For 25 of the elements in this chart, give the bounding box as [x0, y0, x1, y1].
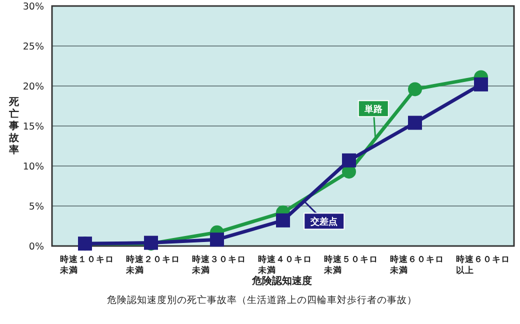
legend-label: 交差点	[310, 216, 338, 228]
y-tick-label: 10%	[22, 162, 44, 172]
y-tick-label: 5%	[28, 202, 44, 212]
point	[408, 82, 422, 96]
x-tick-label: 時速４０キロ未満	[257, 254, 312, 276]
y-tick-label: 30%	[22, 2, 44, 12]
point	[210, 232, 224, 247]
point	[276, 213, 290, 228]
text: 危険認知速度別の死亡事故率（生活道路上の四輪車対歩行者の事故）	[107, 294, 417, 306]
y-tick-label: 0%	[28, 242, 44, 252]
point	[408, 116, 422, 130]
x-tick-label: 時速６０キロ未満	[389, 254, 444, 276]
x-tick-label: 時速５０キロ未満	[323, 254, 378, 276]
x-tick-label: 時速６０キロ以上	[456, 254, 510, 276]
y-tick-label: 20%	[22, 82, 44, 92]
y-axis-title: 死亡事故率	[8, 97, 20, 156]
x-tick-label: 時速２０キロ未満	[125, 254, 180, 276]
x-tick-label: 時速３０キロ未満	[191, 254, 246, 276]
x-axis-title: 危険認知速度	[251, 275, 312, 287]
y-tick-label: 25%	[22, 42, 44, 52]
point	[474, 77, 488, 92]
y-tick-label: 15%	[22, 122, 44, 132]
x-tick-label: 時速１０キロ未満	[59, 254, 114, 276]
series-label: 単路	[363, 104, 384, 116]
point	[342, 153, 356, 168]
